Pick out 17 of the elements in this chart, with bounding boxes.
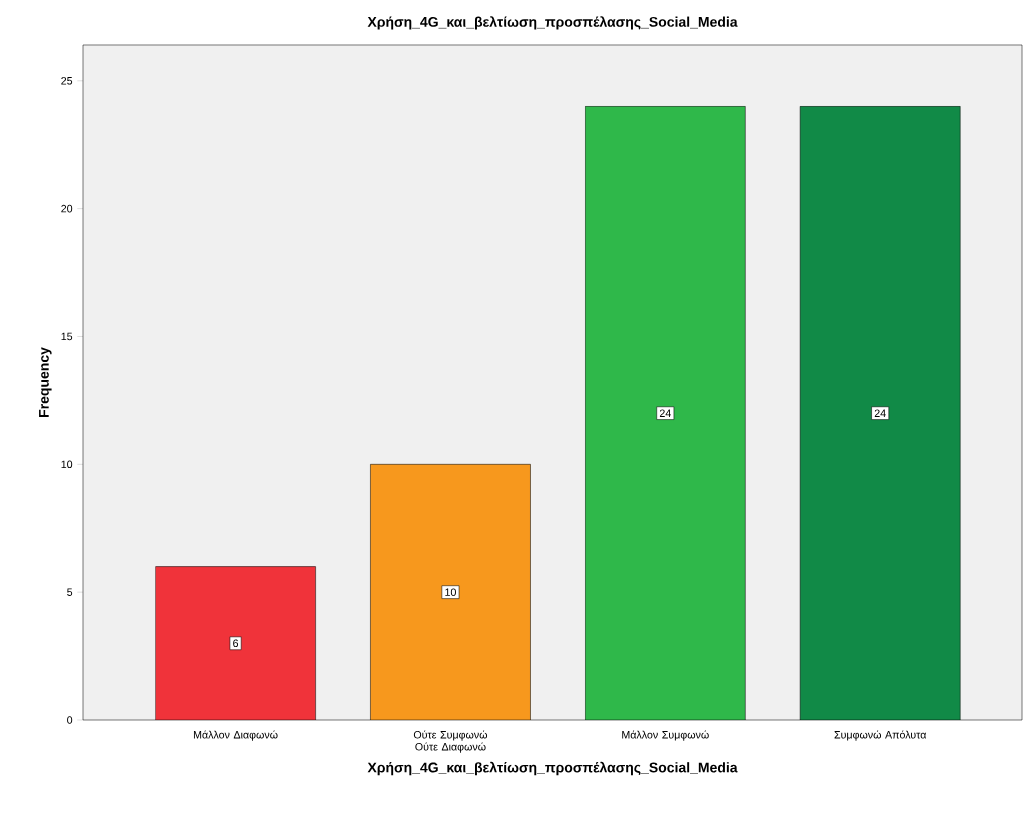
x-tick-label: Μάλλον Συμφωνώ: [622, 730, 709, 741]
y-tick-label: 25: [61, 77, 73, 85]
data-label: 24: [874, 409, 886, 417]
y-tick-label: 5: [67, 588, 73, 596]
y-tick-label: 0: [67, 716, 73, 724]
chart-title: Χρήση_4G_και_βελτίωση_προσπέλασης_Social_Media: [367, 16, 738, 30]
y-tick-label: 15: [61, 332, 73, 341]
x-tick-label: Συμφωνώ Απόλυτα: [834, 730, 927, 741]
y-tick-label: 20: [61, 204, 73, 213]
data-label: 6: [233, 639, 239, 648]
y-tick-label: 10: [61, 460, 73, 469]
data-label: 24: [659, 409, 671, 417]
x-tick-label: Ούτε Συμφωνώ Ούτε Διαφωνώ: [413, 730, 488, 753]
x-axis-title: Χρήση_4G_και_βελτίωση_προσπέλασης_Social_Media: [367, 761, 738, 776]
data-label: 10: [445, 588, 456, 596]
y-axis-title: Frequency: [39, 347, 52, 417]
x-tick-label: Μάλλον Διαφωνώ: [193, 730, 278, 741]
